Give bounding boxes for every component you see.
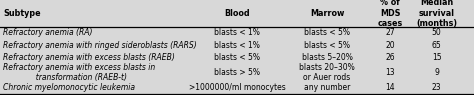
Text: Blood: Blood bbox=[224, 9, 250, 18]
Text: % of
MDS
cases: % of MDS cases bbox=[378, 0, 403, 28]
Text: 20: 20 bbox=[385, 41, 395, 50]
Text: any number: any number bbox=[304, 83, 350, 92]
Text: blasts > 5%: blasts > 5% bbox=[214, 68, 260, 77]
Text: Refractory anemia with ringed sideroblasts (RARS): Refractory anemia with ringed sideroblas… bbox=[3, 41, 197, 50]
Text: Chronic myelomonocytic leukemia: Chronic myelomonocytic leukemia bbox=[3, 83, 135, 92]
Text: Subtype: Subtype bbox=[3, 9, 41, 18]
Text: 27: 27 bbox=[385, 28, 395, 37]
Text: 15: 15 bbox=[432, 53, 441, 62]
Text: >1000000/ml monocytes: >1000000/ml monocytes bbox=[189, 83, 285, 92]
Bar bbox=[0, 0, 474, 27]
Text: 23: 23 bbox=[432, 83, 441, 92]
Text: blasts < 1%: blasts < 1% bbox=[214, 28, 260, 37]
Text: Refractory anemia with excess blasts in
  transformation (RAEB-t): Refractory anemia with excess blasts in … bbox=[3, 63, 155, 82]
Text: 14: 14 bbox=[385, 83, 395, 92]
Text: 13: 13 bbox=[385, 68, 395, 77]
Text: 50: 50 bbox=[432, 28, 441, 37]
Text: 65: 65 bbox=[432, 41, 441, 50]
Text: blasts < 1%: blasts < 1% bbox=[214, 41, 260, 50]
Text: Marrow: Marrow bbox=[310, 9, 344, 18]
Text: Refractory anemia (RA): Refractory anemia (RA) bbox=[3, 28, 93, 37]
Text: blasts < 5%: blasts < 5% bbox=[214, 53, 260, 62]
Text: blasts 5–20%: blasts 5–20% bbox=[301, 53, 353, 62]
Text: 26: 26 bbox=[385, 53, 395, 62]
Text: Refractory anemia with excess blasts (RAEB): Refractory anemia with excess blasts (RA… bbox=[3, 53, 175, 62]
Text: blasts < 5%: blasts < 5% bbox=[304, 41, 350, 50]
Text: blasts 20–30%
or Auer rods: blasts 20–30% or Auer rods bbox=[299, 63, 355, 82]
Text: Median
survival
(months): Median survival (months) bbox=[416, 0, 457, 28]
Text: 9: 9 bbox=[434, 68, 439, 77]
Text: blasts < 5%: blasts < 5% bbox=[304, 28, 350, 37]
